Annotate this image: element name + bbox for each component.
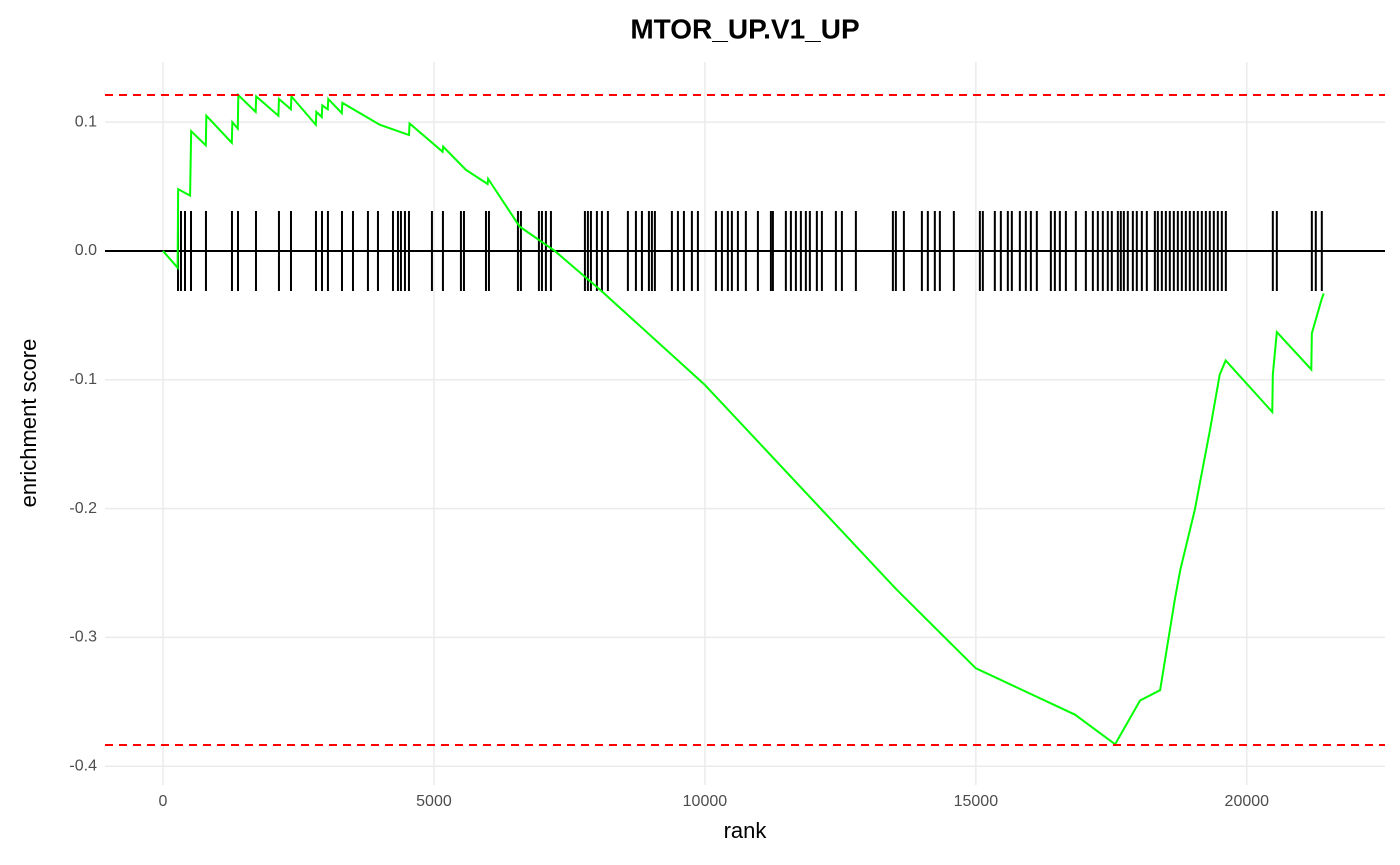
x-tick-label: 0 [159,793,168,810]
x-tick-label: 20000 [1225,793,1270,810]
chart-title: MTOR_UP.V1_UP [630,13,859,44]
y-tick-label: -0.3 [69,629,97,646]
y-tick-label: -0.1 [69,371,97,388]
y-tick-label: -0.4 [69,757,97,774]
x-axis-title: rank [724,818,768,843]
y-tick-label: 0.0 [75,242,97,259]
x-tick-label: 5000 [416,793,452,810]
y-tick-label: 0.1 [75,113,97,130]
es-line [162,92,1325,746]
x-tick-label: 15000 [954,793,999,810]
y-axis-title: enrichment score [16,339,41,508]
y-tick-label: -0.2 [69,500,97,517]
x-tick-label: 10000 [683,793,728,810]
